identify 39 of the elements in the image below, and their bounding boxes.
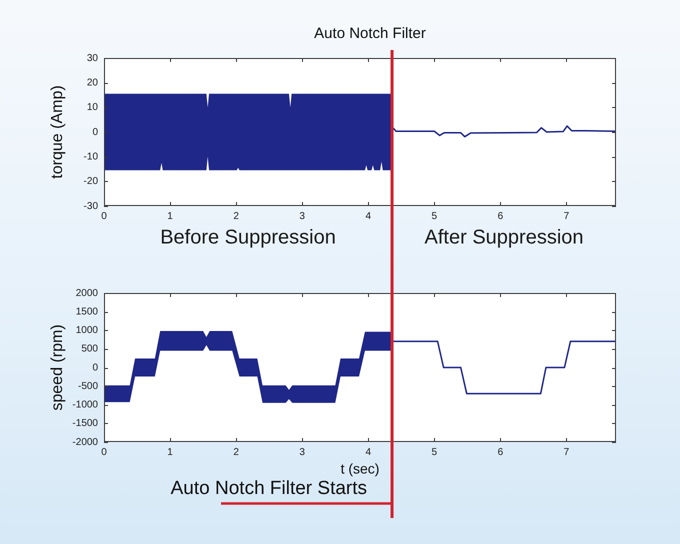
x-tick-label: 7 xyxy=(564,446,570,458)
text: Before Suppression xyxy=(160,226,336,249)
y-tick-label: 30 xyxy=(86,52,98,64)
x-tick-label: 2 xyxy=(233,210,240,222)
ref-line-label: Auto Notch Filter Starts xyxy=(170,478,368,500)
ref-line-label: Auto Notch Filter xyxy=(314,25,426,42)
x-tick-label: 5 xyxy=(432,446,438,458)
y-tick-label: 1500 xyxy=(76,306,98,318)
x-tick-label: 7 xyxy=(564,210,570,222)
x-tick-label: 5 xyxy=(432,210,438,222)
y-tick-label: 0 xyxy=(92,126,98,138)
y-tick-label: 0 xyxy=(92,362,98,374)
x-tick-label: 2 xyxy=(233,446,240,458)
y-tick-label: -500 xyxy=(78,380,98,392)
y-tick-label: -1000 xyxy=(72,400,98,410)
y-tick-label: -20 xyxy=(84,176,98,188)
y-tick-label: 10 xyxy=(86,102,98,114)
x-tick-label: 3 xyxy=(299,210,306,222)
y-axis-title: speed (rpm) xyxy=(49,324,66,411)
y-tick-label: 20 xyxy=(86,77,98,88)
y-tick-label: 500 xyxy=(81,344,98,355)
y-tick-label: 2000 xyxy=(76,288,98,299)
x-tick-label: 3 xyxy=(299,446,306,458)
y-tick-label: -1500 xyxy=(72,418,98,430)
y-tick-label: -10 xyxy=(84,151,98,162)
x-tick-label: 6 xyxy=(498,446,504,458)
x-tick-label: 1 xyxy=(167,210,174,222)
y-tick-label: 1000 xyxy=(76,325,98,336)
x-tick-label: 0 xyxy=(101,210,108,222)
x-tick-label: 4 xyxy=(365,446,372,458)
text: After Suppression xyxy=(424,226,584,249)
x-tick-label: 0 xyxy=(101,446,108,458)
x-tick-label: 6 xyxy=(498,210,504,222)
y-axis-title: torque (Amp) xyxy=(49,85,66,179)
y-tick-label: -2000 xyxy=(72,436,98,448)
x-tick-label: 4 xyxy=(365,210,372,222)
x-tick-label: 1 xyxy=(167,446,174,458)
x-axis-title: t (sec) xyxy=(340,460,380,476)
y-tick-label: -30 xyxy=(84,200,98,212)
